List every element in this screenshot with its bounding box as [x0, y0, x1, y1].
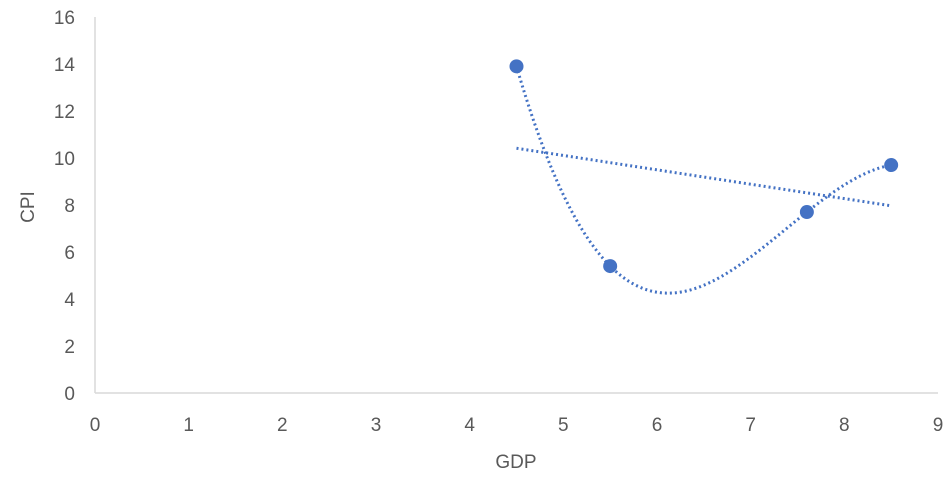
data-point	[509, 59, 524, 74]
y-tick-label: 14	[54, 55, 76, 76]
y-tick-label: 6	[64, 243, 75, 264]
y-tick-label: 8	[64, 196, 75, 217]
x-tick-label: 1	[183, 415, 194, 436]
y-tick-label: 12	[54, 102, 75, 123]
y-tick-label: 2	[64, 337, 75, 358]
x-tick-label: 4	[464, 415, 475, 436]
x-tick-label: 0	[90, 415, 101, 436]
data-points	[509, 59, 899, 274]
x-tick-label: 3	[371, 415, 382, 436]
axes	[94, 17, 938, 394]
y-tick-label: 16	[54, 8, 75, 29]
y-axis-title: CPI	[18, 191, 39, 223]
trendlines	[515, 65, 892, 295]
x-tick-label: 7	[745, 415, 756, 436]
polynomial-trendline	[515, 65, 892, 295]
x-axis-title: GDP	[495, 452, 536, 472]
data-point	[884, 158, 899, 173]
x-tick-label: 6	[652, 415, 663, 436]
data-point	[603, 259, 618, 274]
x-tick-label: 8	[839, 415, 850, 436]
y-tick-label: 4	[64, 290, 75, 311]
y-tick-label: 10	[54, 149, 75, 170]
x-tick-label: 9	[933, 415, 944, 436]
x-tick-label: 5	[558, 415, 569, 436]
data-point	[799, 205, 814, 220]
x-tick-label: 2	[277, 415, 288, 436]
y-tick-label: 0	[64, 384, 75, 405]
linear-trendline	[516, 146, 892, 208]
